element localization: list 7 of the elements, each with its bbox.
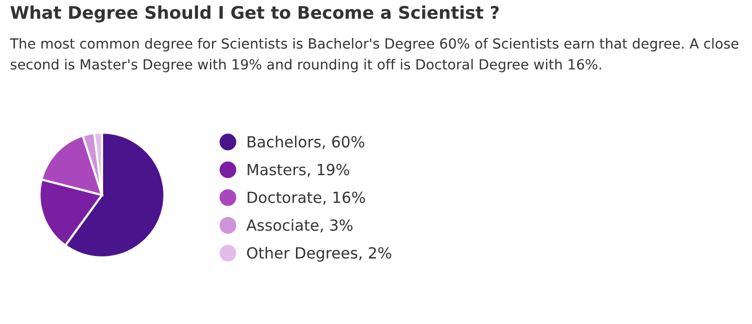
chart-title: What Degree Should I Get to Become a Scientist ? (10, 6, 499, 22)
legend-label: Associate, 3% (246, 219, 352, 232)
text: The most common degree for Scientists is Bachelor's Degree 60% of Scientists earn that degree. A close second is Master's Degree with 19% and rounding it off is Doctoral Degree with 16%. (10, 38, 738, 72)
legend-label: Doctorate, 16% (248, 192, 365, 205)
legend-label: Bachelors, 60% (248, 136, 364, 150)
legend-label: Masters, 19% (248, 164, 350, 177)
legend-label: Other Degrees, 2% (247, 246, 392, 262)
